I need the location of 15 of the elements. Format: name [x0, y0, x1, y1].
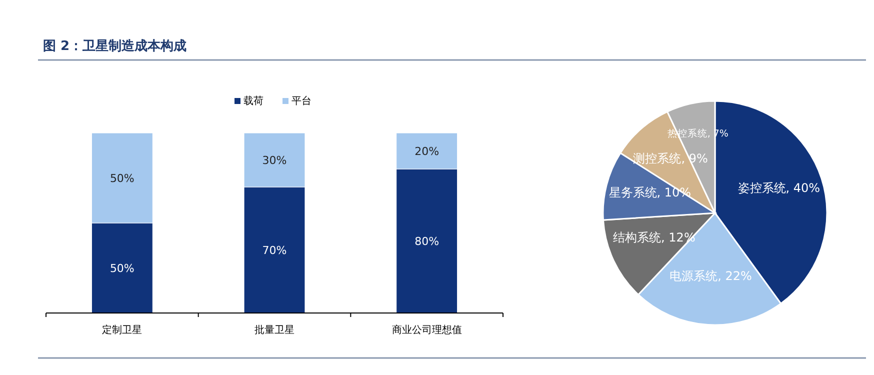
data-label: 20%: [414, 145, 440, 158]
slice-label: 测控系统, 9%: [633, 152, 708, 166]
data-label: 70%: [262, 244, 287, 257]
data-label: 50%: [110, 172, 134, 185]
legend-label: 载荷: [244, 95, 264, 107]
x-tick-label: 商业公司理想值: [392, 324, 462, 336]
chart-title: 图 2：卫星制造成本构成: [43, 39, 187, 54]
x-tick-label: 批量卫星: [254, 324, 294, 336]
x-tick-label: 定制卫星: [102, 324, 142, 336]
data-label: 30%: [262, 154, 287, 167]
data-label: 80%: [414, 235, 440, 248]
slice-label: 电源系统, 22%: [670, 269, 752, 284]
slice-label: 姿控系统, 40%: [738, 181, 820, 196]
legend-label: 平台: [292, 95, 312, 107]
data-label: 50%: [110, 262, 134, 275]
